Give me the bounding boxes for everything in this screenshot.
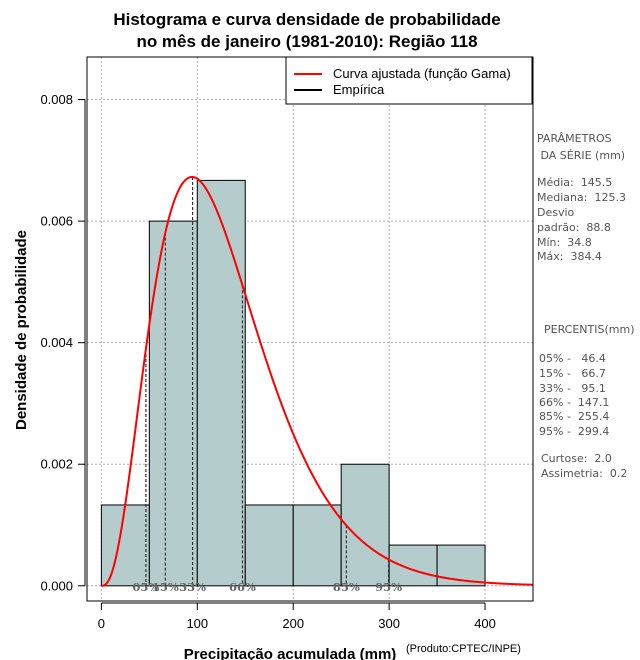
param-min: Mín: 34.8 bbox=[537, 236, 592, 249]
axes: 0 100 200 300 400 0.000 0.002 0.004 0.006 0.008 bbox=[40, 92, 495, 631]
y-tick-label-2: 0.004 bbox=[40, 335, 73, 350]
y-axis-title: Densidade de probabilidade bbox=[13, 230, 30, 430]
param-media: Média: 145.5 bbox=[537, 176, 612, 189]
histogram-bars bbox=[100, 179, 486, 587]
percentil-33: 33% - 95.1 bbox=[539, 382, 606, 395]
side-panel: PARÂMETROS DA SÉRIE (mm) Média: 145.5 Me… bbox=[537, 132, 635, 480]
percentil-66: 66% - 147.1 bbox=[539, 396, 609, 409]
histogram-bar-5 bbox=[340, 463, 390, 587]
legend: Curva ajustada (função Gama) Empírica bbox=[285, 56, 533, 105]
percentil-05: 05% - 46.4 bbox=[539, 352, 606, 365]
percentil-95: 95% - 299.4 bbox=[539, 425, 609, 438]
y-tick-label-3: 0.006 bbox=[40, 214, 73, 229]
chart-title-line-2: no mês de janeiro (1981-2010): Região 11… bbox=[136, 32, 477, 51]
x-tick-label-1: 100 bbox=[186, 616, 208, 631]
histogram-bar-7 bbox=[436, 544, 486, 587]
histogram-bar-2 bbox=[196, 179, 246, 587]
gamma-curve-layer bbox=[101, 175, 534, 587]
x-tick-label-3: 300 bbox=[378, 616, 400, 631]
percentile-label-66: 66% bbox=[229, 580, 256, 594]
param-mediana: Mediana: 125.3 bbox=[537, 191, 626, 204]
y-tick-label-4: 0.008 bbox=[40, 92, 73, 107]
x-tick-label-0: 0 bbox=[98, 616, 105, 631]
histogram-bar-6 bbox=[388, 544, 438, 587]
product-credit: (Produto:CPTEC/INPE) bbox=[406, 643, 521, 655]
y-tick-label-0: 0.000 bbox=[40, 578, 73, 593]
percentile-label-33: 33% bbox=[179, 580, 206, 594]
legend-label-empirical: Empírica bbox=[333, 82, 385, 97]
params-title-line-1: PARÂMETROS bbox=[537, 132, 612, 145]
histogram-bar-0 bbox=[100, 504, 150, 587]
param-max: Máx: 384.4 bbox=[537, 250, 602, 263]
param-padrao: padrão: 88.8 bbox=[537, 221, 611, 234]
percentile-label-15: 15% bbox=[152, 580, 179, 594]
percentil-85: 85% - 255.4 bbox=[539, 410, 609, 423]
params-title-line-2: DA SÉRIE (mm) bbox=[537, 149, 625, 162]
histogram-bar-4 bbox=[292, 504, 342, 587]
legend-label-curve: Curva ajustada (função Gama) bbox=[333, 66, 511, 81]
x-tick-label-2: 200 bbox=[282, 616, 304, 631]
legend-box bbox=[285, 56, 533, 105]
percentile-label-05: 05% bbox=[132, 580, 159, 594]
histogram-bar-3 bbox=[244, 504, 294, 587]
percentis-title: PERCENTIS(mm) bbox=[544, 323, 635, 336]
chart-title-line-1: Histograma e curva densidade de probabil… bbox=[113, 10, 500, 29]
percentil-15: 15% - 66.7 bbox=[539, 367, 606, 380]
percentile-label-95: 95% bbox=[375, 580, 402, 594]
x-axis-title: Precipitação acumulada (mm) bbox=[184, 646, 397, 660]
percentile-lines: 05%15% 33% 66% 85% 95% bbox=[132, 176, 402, 594]
stat-curtose: Curtose: 2.0 bbox=[541, 452, 612, 465]
gamma-curve bbox=[101, 175, 534, 587]
percentile-label-85: 85% bbox=[333, 580, 360, 594]
stat-assimetria: Assimetria: 0.2 bbox=[541, 467, 627, 480]
param-desvio: Desvio bbox=[537, 206, 575, 219]
x-tick-label-4: 400 bbox=[474, 616, 496, 631]
y-tick-label-1: 0.002 bbox=[40, 457, 73, 472]
